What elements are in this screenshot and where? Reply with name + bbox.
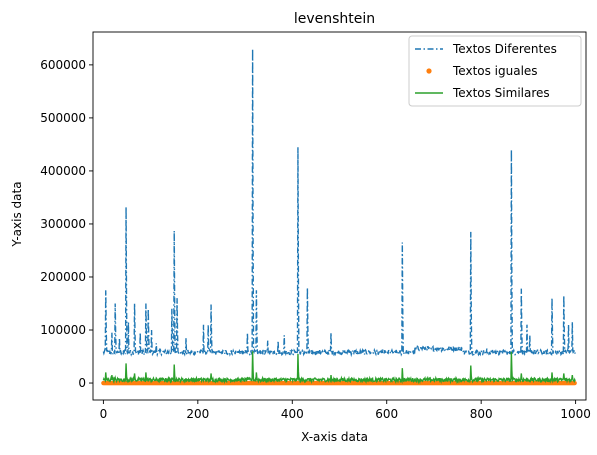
x-tick-label: 0 bbox=[100, 407, 108, 421]
y-tick-label: 0 bbox=[78, 376, 86, 390]
y-tick-label: 100000 bbox=[40, 323, 86, 337]
y-tick-label: 400000 bbox=[40, 164, 86, 178]
y-tick-label: 200000 bbox=[40, 270, 86, 284]
x-tick-label: 800 bbox=[470, 407, 493, 421]
x-tick-label: 600 bbox=[375, 407, 398, 421]
plot-frame bbox=[92, 31, 587, 401]
legend-label: Textos iguales bbox=[452, 64, 538, 78]
series-line bbox=[102, 48, 576, 358]
legend-marker bbox=[426, 68, 432, 74]
legend-label: Textos Similares bbox=[452, 86, 550, 100]
legend-item: Textos Similares bbox=[415, 86, 550, 100]
series-point bbox=[572, 380, 577, 386]
series-line bbox=[102, 351, 576, 385]
y-axis-title: Y-axis data bbox=[10, 181, 24, 247]
x-axis-title: X-axis data bbox=[301, 430, 368, 444]
y-tick-label: 300000 bbox=[40, 217, 86, 231]
legend-box bbox=[408, 35, 582, 107]
x-tick-label: 1000 bbox=[560, 407, 591, 421]
y-tick-label: 600000 bbox=[40, 58, 86, 72]
legend-item: Textos iguales bbox=[426, 64, 538, 78]
x-tick-label: 400 bbox=[281, 407, 304, 421]
legend-item: Textos Diferentes bbox=[415, 42, 557, 56]
legend-label: Textos Diferentes bbox=[452, 42, 557, 56]
chart-title: levenshtein bbox=[294, 11, 375, 27]
x-tick-label: 200 bbox=[186, 407, 209, 421]
legend: Textos Diferentes Textos iguales Textos Si… bbox=[408, 35, 582, 107]
series-textos-diferentes bbox=[102, 48, 576, 358]
series-textos-similares bbox=[102, 351, 576, 385]
y-tick-label: 500000 bbox=[40, 111, 86, 125]
